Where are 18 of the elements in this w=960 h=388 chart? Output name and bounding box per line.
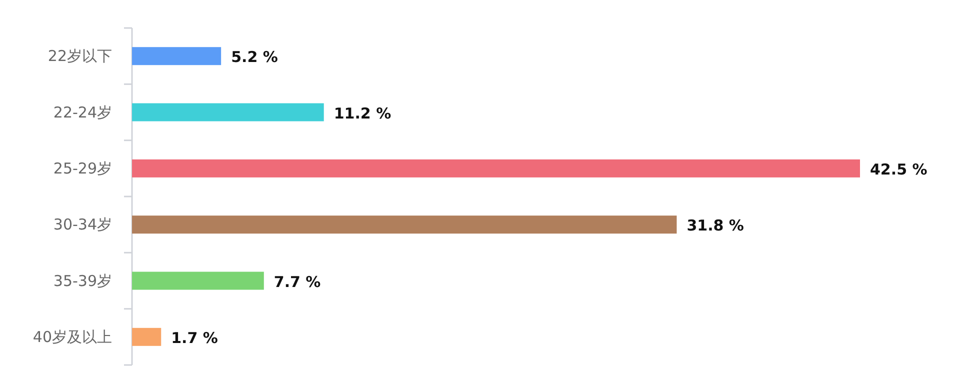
data-label: 42.5 % — [870, 160, 928, 178]
data-label: 1.7 % — [171, 328, 218, 347]
y-tick-label: 22-24岁 — [53, 103, 112, 122]
y-tick-label: 30-34岁 — [53, 216, 112, 234]
data-label: 7.7 % — [274, 272, 321, 291]
y-tick-label: 25-29岁 — [53, 159, 112, 178]
data-label: 11.2 % — [334, 104, 392, 122]
y-tick-label: 40岁及以上 — [32, 328, 112, 346]
bar — [132, 159, 860, 178]
bar — [132, 272, 264, 290]
data-label: 31.8 % — [686, 216, 744, 235]
bar — [132, 103, 324, 122]
bar — [132, 328, 162, 346]
y-tick-label: 35-39岁 — [53, 272, 112, 290]
y-tick-label: 22岁以下 — [48, 47, 112, 66]
bar — [132, 216, 677, 234]
bar — [132, 47, 222, 66]
data-label: 5.2 % — [231, 48, 278, 66]
